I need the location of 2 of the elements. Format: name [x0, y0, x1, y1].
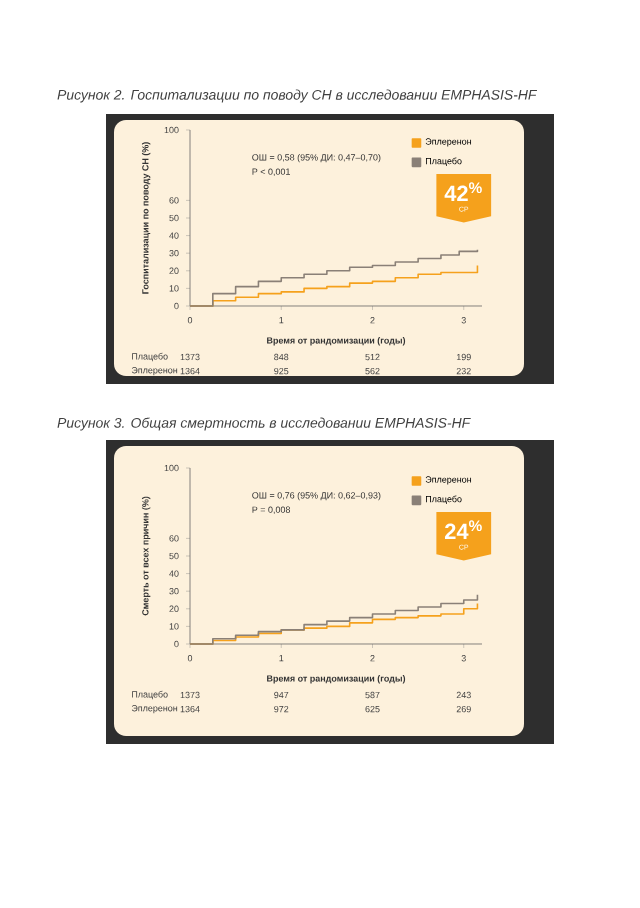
annotation: 24$^{%}$: [444, 520, 482, 539]
annotation: 42$^{%}$: [444, 182, 482, 201]
